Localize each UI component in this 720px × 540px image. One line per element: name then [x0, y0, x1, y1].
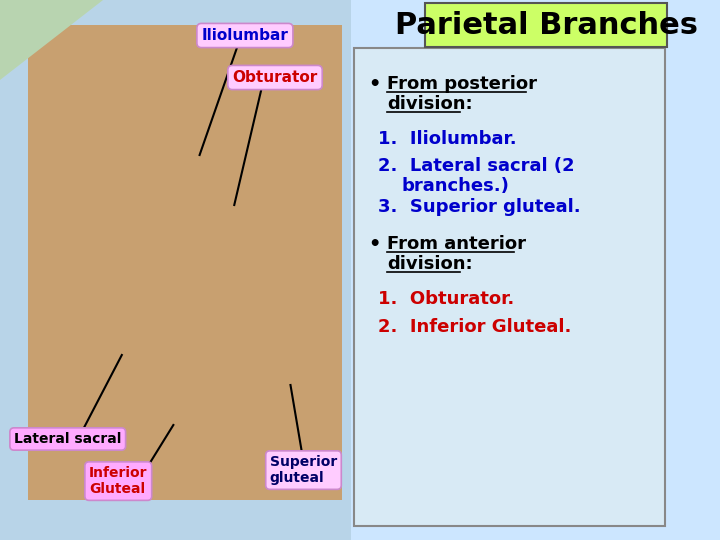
- Text: division:: division:: [387, 95, 472, 113]
- Text: 1.  Iliolumbar.: 1. Iliolumbar.: [377, 130, 516, 148]
- Text: •: •: [368, 235, 381, 254]
- Text: 2.  Lateral sacral (2: 2. Lateral sacral (2: [377, 157, 575, 175]
- Text: From anterior: From anterior: [387, 235, 526, 253]
- Text: 2.  Inferior Gluteal.: 2. Inferior Gluteal.: [377, 318, 571, 336]
- FancyBboxPatch shape: [28, 25, 342, 500]
- FancyBboxPatch shape: [426, 3, 667, 47]
- FancyBboxPatch shape: [0, 0, 351, 540]
- Polygon shape: [0, 0, 103, 80]
- Text: Lateral sacral: Lateral sacral: [14, 432, 122, 446]
- Text: •: •: [368, 75, 381, 94]
- Text: Obturator: Obturator: [233, 70, 318, 85]
- Text: Iliolumbar: Iliolumbar: [202, 28, 288, 43]
- Text: 3.  Superior gluteal.: 3. Superior gluteal.: [377, 198, 580, 216]
- Text: Superior
gluteal: Superior gluteal: [270, 455, 337, 485]
- FancyBboxPatch shape: [354, 48, 665, 526]
- Text: division:: division:: [387, 255, 472, 273]
- Text: Parietal Branches: Parietal Branches: [395, 10, 698, 39]
- Text: 1.  Obturator.: 1. Obturator.: [377, 290, 514, 308]
- Text: branches.): branches.): [401, 177, 509, 195]
- Text: From posterior: From posterior: [387, 75, 537, 93]
- Text: Inferior
Gluteal: Inferior Gluteal: [89, 466, 148, 496]
